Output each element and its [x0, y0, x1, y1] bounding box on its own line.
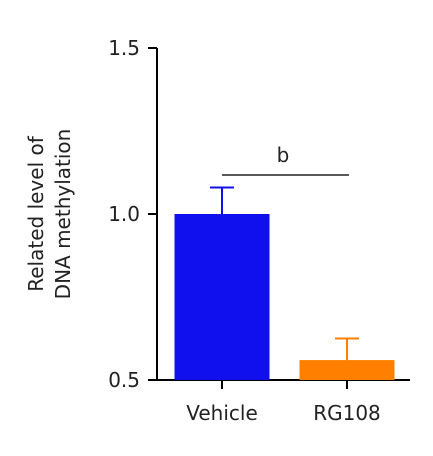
- y-tick-label: 1.0: [108, 202, 140, 226]
- y-axis-label-line-2: DNA methylation: [51, 129, 75, 300]
- x-tick-label-vehicle: Vehicle: [186, 401, 258, 425]
- significance-label: b: [277, 143, 290, 167]
- y-tick-label: 0.5: [108, 368, 140, 392]
- bar-rg108: [299, 360, 395, 380]
- y-tick-label: 1.5: [108, 36, 140, 60]
- bar-vehicle: [174, 214, 270, 380]
- y-axis-label-line-1: Related level of: [24, 135, 48, 291]
- x-tick-label-rg108: RG108: [313, 401, 381, 425]
